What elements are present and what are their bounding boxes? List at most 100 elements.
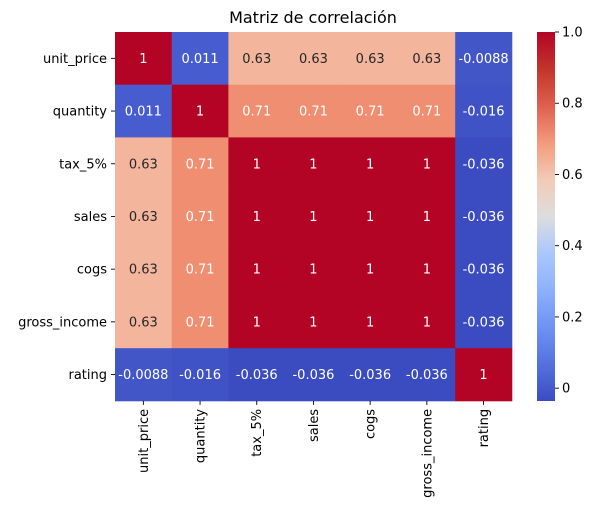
heatmap-cell-unit_price-sales bbox=[285, 32, 343, 86]
row-axis: unit_price quantity tax_5%sales cogs gross_i… bbox=[18, 52, 115, 383]
heatmap-cell-quantity-tax_5% bbox=[228, 84, 286, 138]
heatmap-cell-rating-sales bbox=[285, 348, 343, 402]
cell-annotation: -0.016 bbox=[179, 368, 221, 383]
cell-annotation: 1 bbox=[423, 157, 431, 172]
cell-annotation: 1 bbox=[139, 52, 147, 67]
cell-annotation: 1 bbox=[423, 263, 431, 278]
chart-title: Matriz de correlación bbox=[229, 8, 397, 27]
cell-annotation: 1 bbox=[423, 210, 431, 225]
row-tick-label: rating bbox=[68, 368, 107, 383]
heatmap-cell-gross_income-unit_price bbox=[115, 295, 173, 349]
cell-annotation: 0.71 bbox=[356, 105, 385, 120]
heatmap-cell-tax_5%-tax_5% bbox=[228, 137, 286, 191]
cell-annotation: 1 bbox=[196, 105, 204, 120]
cell-annotation: -0.036 bbox=[463, 210, 505, 225]
cell-annotation: -0.036 bbox=[349, 368, 391, 383]
heatmap-cell-gross_income-gross_income bbox=[398, 295, 456, 349]
heatmap-cell-quantity-cogs bbox=[341, 84, 399, 138]
heatmap-cell-tax_5%-gross_income bbox=[398, 137, 456, 191]
heatmap-cell-cogs-gross_income bbox=[398, 242, 456, 296]
cell-annotation: 1 bbox=[309, 315, 317, 330]
heatmap-cell-gross_income-sales bbox=[285, 295, 343, 349]
heatmap-cell-cogs-cogs bbox=[341, 242, 399, 296]
cell-annotation: 0.63 bbox=[299, 52, 328, 67]
heatmap-cell-gross_income-quantity bbox=[171, 295, 229, 349]
heatmap-cell-quantity-unit_price bbox=[115, 84, 173, 138]
heatmap-cell-sales-cogs bbox=[341, 190, 399, 244]
heatmap-cell-rating-quantity bbox=[171, 348, 229, 402]
cell-annotation: 1 bbox=[253, 157, 261, 172]
column-tick-label: cogs bbox=[364, 409, 379, 439]
heatmap-cell-tax_5%-rating bbox=[455, 137, 513, 191]
row-tick-label: unit_price bbox=[43, 52, 107, 67]
heatmap-cell-tax_5%-quantity bbox=[171, 137, 229, 191]
cell-annotation: 1 bbox=[253, 210, 261, 225]
cell-annotation: -0.0088 bbox=[458, 52, 508, 67]
column-tick-label: gross_income bbox=[420, 409, 435, 498]
heatmap-cell-rating-cogs bbox=[341, 348, 399, 402]
row-tick-label: cogs bbox=[77, 263, 107, 278]
cell-annotation: 1 bbox=[309, 157, 317, 172]
colorbar-tick-label: 0.4 bbox=[562, 239, 583, 254]
cell-annotation: -0.036 bbox=[463, 157, 505, 172]
cell-annotation: 0.63 bbox=[129, 315, 158, 330]
column-tick-label: rating bbox=[477, 409, 492, 448]
heatmap-cell-sales-tax_5% bbox=[228, 190, 286, 244]
cell-annotation: 1 bbox=[366, 210, 374, 225]
heatmap-cell-rating-gross_income bbox=[398, 348, 456, 402]
heatmap-cell-tax_5%-unit_price bbox=[115, 137, 173, 191]
cell-annotation: 0.63 bbox=[412, 52, 441, 67]
heatmap-cell-cogs-rating bbox=[455, 242, 513, 296]
heatmap-cell-cogs-sales bbox=[285, 242, 343, 296]
heatmap-cell-quantity-gross_income bbox=[398, 84, 456, 138]
colorbar-tick-label: 0.8 bbox=[562, 97, 583, 112]
cell-annotation: 0.63 bbox=[356, 52, 385, 67]
column-tick-label: tax_5% bbox=[250, 409, 265, 457]
cell-annotation: 1 bbox=[423, 315, 431, 330]
cell-annotation: 0.63 bbox=[129, 157, 158, 172]
heatmap-cell-unit_price-tax_5% bbox=[228, 32, 286, 86]
cell-annotation: 0.63 bbox=[129, 210, 158, 225]
heatmap-cell-rating-unit_price bbox=[115, 348, 173, 402]
heatmap-cells bbox=[115, 32, 513, 402]
colorbar: 0 0.2 0.4 0.6 0.8 1.0 bbox=[537, 26, 583, 401]
heatmap-cell-quantity-rating bbox=[455, 84, 513, 138]
cell-annotation: 1 bbox=[309, 263, 317, 278]
cell-annotation: 1 bbox=[253, 263, 261, 278]
row-tick-label: tax_5% bbox=[59, 157, 107, 172]
cell-annotation: 0.63 bbox=[242, 52, 271, 67]
heatmap-cell-rating-rating bbox=[455, 348, 513, 402]
heatmap-cell-gross_income-cogs bbox=[341, 295, 399, 349]
cell-annotation: -0.036 bbox=[463, 315, 505, 330]
heatmap-cell-tax_5%-cogs bbox=[341, 137, 399, 191]
cell-annotation: -0.0088 bbox=[118, 368, 168, 383]
heatmap-cell-quantity-sales bbox=[285, 84, 343, 138]
cell-annotation: 1 bbox=[366, 315, 374, 330]
heatmap-cell-rating-tax_5% bbox=[228, 348, 286, 402]
heatmap-cell-gross_income-rating bbox=[455, 295, 513, 349]
cell-annotation: 0.71 bbox=[186, 157, 215, 172]
cell-annotation: 0.71 bbox=[186, 263, 215, 278]
row-tick-label: quantity bbox=[53, 105, 108, 120]
cell-annotation: -0.036 bbox=[463, 263, 505, 278]
cell-annotation: 1 bbox=[253, 315, 261, 330]
heatmap-cell-sales-quantity bbox=[171, 190, 229, 244]
heatmap-cell-sales-sales bbox=[285, 190, 343, 244]
colorbar-tick-label: 0.2 bbox=[562, 310, 583, 325]
heatmap-annotations: 1 0.011 0.63 0.63 0.63 0.63 -0.0088 0.011 1 0.71 0… bbox=[118, 52, 508, 383]
heatmap-cell-cogs-unit_price bbox=[115, 242, 173, 296]
row-tick-label: sales bbox=[74, 210, 107, 225]
cell-annotation: 0.71 bbox=[412, 105, 441, 120]
heatmap-cell-quantity-quantity bbox=[171, 84, 229, 138]
cell-annotation: -0.036 bbox=[406, 368, 448, 383]
cell-annotation: 0.71 bbox=[186, 315, 215, 330]
cell-annotation: -0.036 bbox=[292, 368, 334, 383]
cell-annotation: 0.011 bbox=[125, 105, 162, 120]
cell-annotation: 0.71 bbox=[242, 105, 271, 120]
cell-annotation: 0.63 bbox=[129, 263, 158, 278]
row-tick-label: gross_income bbox=[18, 315, 107, 330]
heatmap-cell-cogs-tax_5% bbox=[228, 242, 286, 296]
heatmap-cell-unit_price-gross_income bbox=[398, 32, 456, 86]
cell-annotation: 0.011 bbox=[181, 52, 218, 67]
